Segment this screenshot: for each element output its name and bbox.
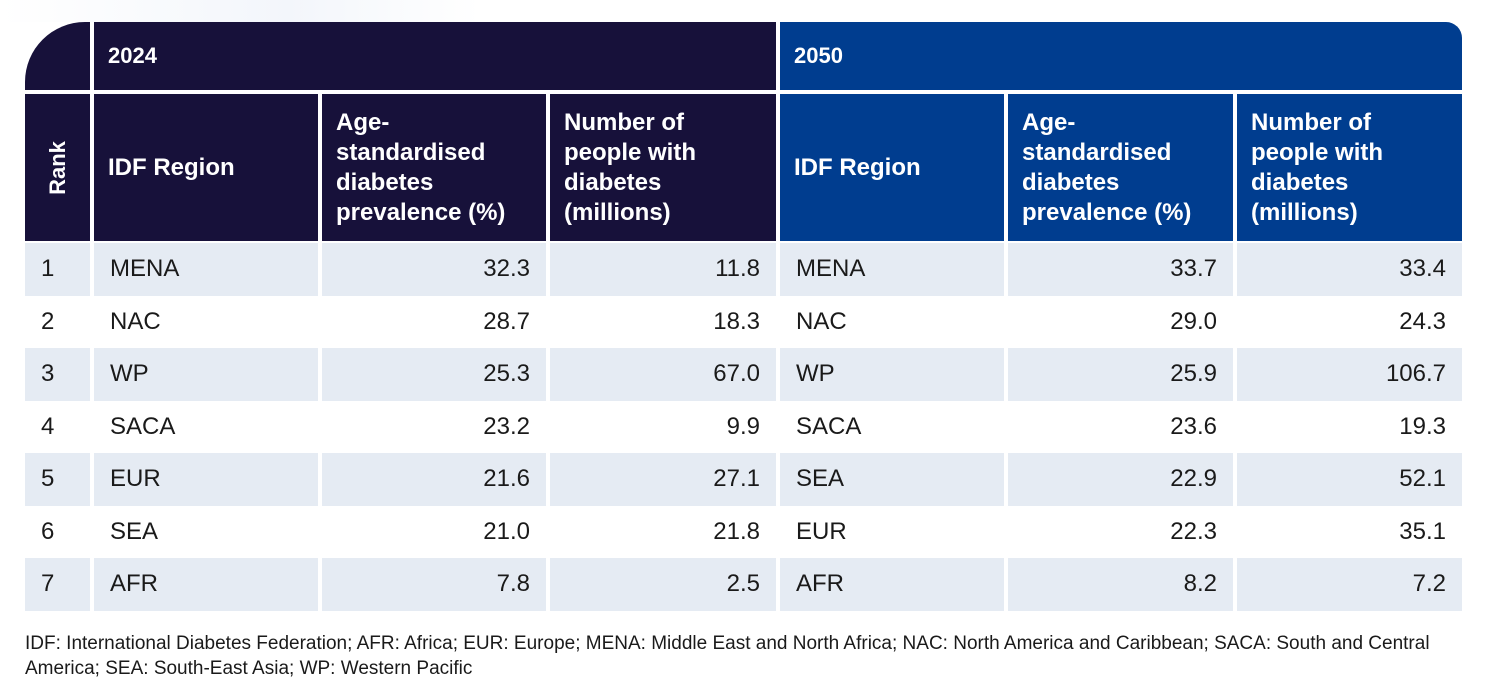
prevalence-2024-cell: 28.7 (322, 295, 550, 348)
number-2024-cell: 18.3 (550, 295, 781, 348)
rank-header: Rank (25, 94, 94, 243)
rank-cell: 4 (25, 400, 94, 453)
rank-header-top (25, 22, 94, 94)
table-row: 3 WP 25.3 67.0 WP 25.9 106.7 (25, 348, 1463, 401)
prevalence-2024-header: Age-standardised diabetes prevalence (%) (322, 94, 550, 243)
region-2050-cell: EUR (780, 505, 1009, 558)
region-2024-cell: WP (94, 348, 322, 401)
prevalence-2024-cell: 25.3 (322, 348, 550, 401)
region-2024-cell: SACA (94, 400, 322, 453)
number-2024-cell: 11.8 (550, 243, 781, 296)
prevalence-2050-cell: 33.7 (1008, 243, 1238, 296)
region-2050-cell: WP (780, 348, 1009, 401)
prevalence-2050-cell: 23.6 (1008, 400, 1238, 453)
table-row: 5 EUR 21.6 27.1 SEA 22.9 52.1 (25, 453, 1463, 506)
region-2050-cell: AFR (780, 558, 1009, 611)
number-2024-cell: 9.9 (550, 400, 781, 453)
prevalence-2050-cell: 29.0 (1008, 295, 1238, 348)
prevalence-2024-cell: 21.0 (322, 505, 550, 558)
number-2050-cell: 24.3 (1237, 295, 1463, 348)
region-2024-cell: AFR (94, 558, 322, 611)
year-header-row: 2024 2050 (25, 22, 1463, 94)
table-row: 6 SEA 21.0 21.8 EUR 22.3 35.1 (25, 505, 1463, 558)
region-2024-cell: NAC (94, 295, 322, 348)
year-2050-header: 2050 (780, 22, 1463, 94)
table-row: 7 AFR 7.8 2.5 AFR 8.2 7.2 (25, 558, 1463, 611)
table-row: 2 NAC 28.7 18.3 NAC 29.0 24.3 (25, 295, 1463, 348)
table-row: 4 SACA 23.2 9.9 SACA 23.6 19.3 (25, 400, 1463, 453)
number-2024-cell: 2.5 (550, 558, 781, 611)
footnote: IDF: International Diabetes Federation; … (25, 633, 1430, 679)
number-2050-cell: 106.7 (1237, 348, 1463, 401)
region-2024-cell: MENA (94, 243, 322, 296)
number-2050-header: Number of people with diabetes (millions… (1237, 94, 1463, 243)
prevalence-2024-cell: 23.2 (322, 400, 550, 453)
region-2024-header: IDF Region (94, 94, 322, 243)
prevalence-2050-cell: 8.2 (1008, 558, 1238, 611)
number-2024-cell: 21.8 (550, 505, 781, 558)
rank-cell: 2 (25, 295, 94, 348)
year-2024-header: 2024 (94, 22, 781, 94)
prevalence-2050-header: Age-standardised diabetes prevalence (%) (1008, 94, 1238, 243)
rank-cell: 6 (25, 505, 94, 558)
background-fade (0, 0, 480, 22)
prevalence-2024-cell: 7.8 (322, 558, 550, 611)
region-2024-cell: EUR (94, 453, 322, 506)
number-2024-cell: 67.0 (550, 348, 781, 401)
prevalence-2024-cell: 32.3 (322, 243, 550, 296)
table-body: 1 MENA 32.3 11.8 MENA 33.7 33.4 2 NAC 28.7 18.3 NAC… (25, 243, 1463, 611)
prevalence-2024-cell: 21.6 (322, 453, 550, 506)
prevalence-2050-cell: 22.9 (1008, 453, 1238, 506)
rank-cell: 3 (25, 348, 94, 401)
number-2024-header: Number of people with diabetes (millions… (550, 94, 781, 243)
table-row: 1 MENA 32.3 11.8 MENA 33.7 33.4 (25, 243, 1463, 296)
number-2050-cell: 35.1 (1237, 505, 1463, 558)
region-2050-header: IDF Region (780, 94, 1009, 243)
number-2050-cell: 19.3 (1237, 400, 1463, 453)
rank-cell: 5 (25, 453, 94, 506)
number-2050-cell: 33.4 (1237, 243, 1463, 296)
number-2050-cell: 7.2 (1237, 558, 1463, 611)
number-2050-cell: 52.1 (1237, 453, 1463, 506)
column-header-row: Rank IDF Region Age-standardised diabete… (25, 94, 1463, 243)
region-2050-cell: MENA (780, 243, 1009, 296)
region-2024-cell: SEA (94, 505, 322, 558)
rank-cell: 1 (25, 243, 94, 296)
region-2050-cell: SEA (780, 453, 1009, 506)
rank-cell: 7 (25, 558, 94, 611)
region-2050-cell: NAC (780, 295, 1009, 348)
number-2024-cell: 27.1 (550, 453, 781, 506)
prevalence-2050-cell: 22.3 (1008, 505, 1238, 558)
diabetes-ranking-table: 2024 2050 Rank IDF Region Age-standardis… (25, 22, 1463, 611)
region-2050-cell: SACA (780, 400, 1009, 453)
prevalence-2050-cell: 25.9 (1008, 348, 1238, 401)
